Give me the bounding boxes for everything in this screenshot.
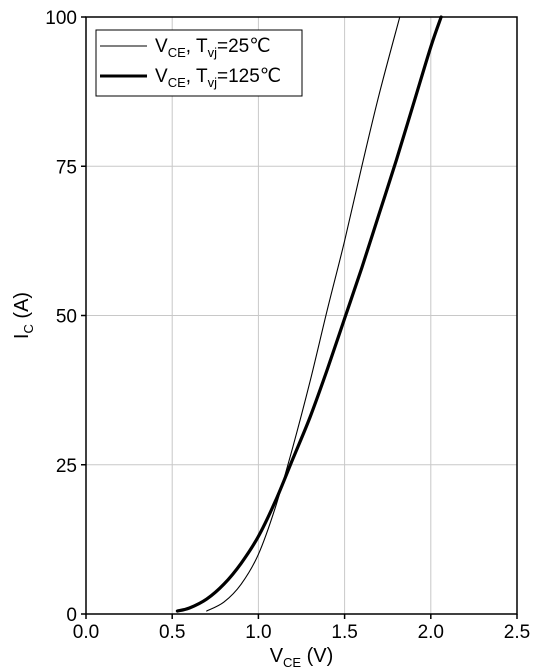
series-line-25c bbox=[206, 16, 401, 612]
x-tick-label: 2.5 bbox=[504, 622, 530, 643]
y-axis-title: IC (A) bbox=[11, 292, 36, 339]
legend-label-125c: VCE, Tvj=125℃ bbox=[155, 66, 281, 90]
series-line-125c bbox=[175, 15, 443, 613]
y-tick-label: 100 bbox=[45, 8, 77, 29]
y-tick-label: 75 bbox=[56, 157, 77, 178]
legend-label-25c: VCE, Tvj=25℃ bbox=[155, 36, 271, 60]
grid bbox=[86, 17, 517, 614]
y-tick-label: 0 bbox=[66, 605, 77, 626]
x-axis-title: VCE (V) bbox=[270, 645, 334, 670]
y-tick-label: 25 bbox=[56, 456, 77, 477]
series-lines bbox=[175, 15, 443, 613]
axis-ticks: 0.0 0.5 1.0 1.5 2.0 2.5 0 25 50 75 100 bbox=[45, 8, 530, 643]
x-tick-label: 0.0 bbox=[73, 622, 99, 643]
y-tick-label: 50 bbox=[56, 307, 77, 328]
x-tick-label: 1.5 bbox=[331, 622, 357, 643]
x-tick-label: 1.0 bbox=[245, 622, 271, 643]
legend-box bbox=[95, 29, 303, 97]
legend: VCE, Tvj=25℃ VCE, Tvj=125℃ bbox=[95, 29, 303, 97]
x-tick-label: 0.5 bbox=[159, 622, 185, 643]
x-tick-label: 2.0 bbox=[418, 622, 444, 643]
